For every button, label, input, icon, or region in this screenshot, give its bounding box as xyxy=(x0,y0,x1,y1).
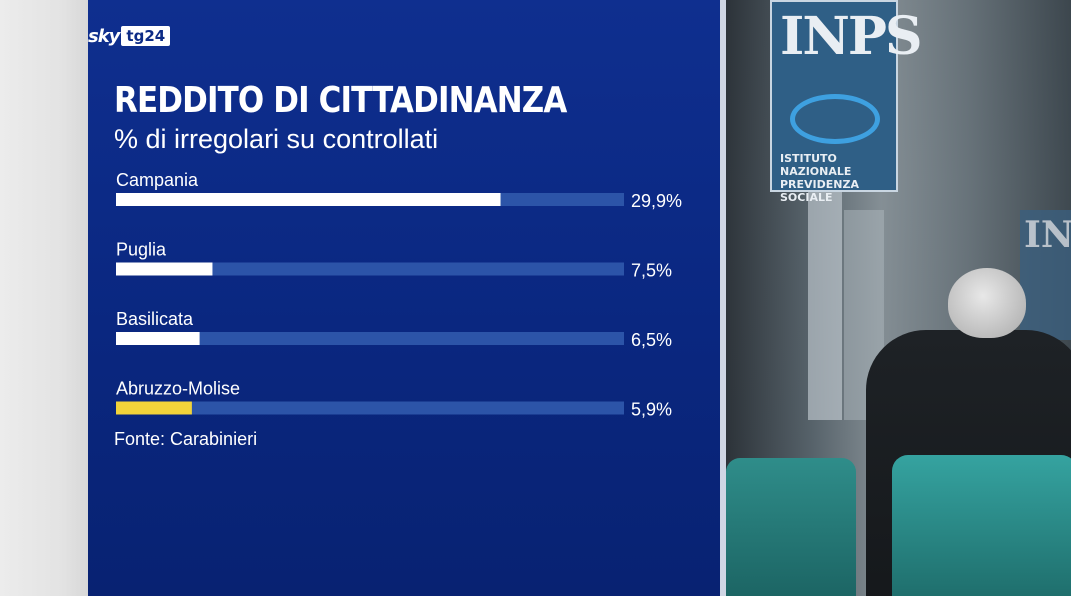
inps-logo-icon xyxy=(790,94,880,144)
bar-abruzzo-molise xyxy=(116,401,192,415)
left-background-strip xyxy=(0,0,88,596)
photo-window xyxy=(808,190,842,420)
value-label: 6,5% xyxy=(631,330,672,350)
bar-campania xyxy=(116,193,501,206)
inps-sign-subtext-line1: ISTITUTO NAZIONALE xyxy=(780,152,852,178)
chart-title: REDDITO DI CITTADINANZA xyxy=(114,80,567,121)
bar-track xyxy=(116,332,624,345)
chart-subtitle: % di irregolari su controllati xyxy=(114,124,439,154)
category-label: Abruzzo-Molise xyxy=(116,379,240,399)
panel-divider xyxy=(720,0,726,596)
value-label: 29,9% xyxy=(631,191,682,211)
bar-track xyxy=(116,262,624,276)
bar-basilicata xyxy=(116,332,200,345)
inps-sign-subtext-line2: PREVIDENZA SOCIALE xyxy=(780,178,859,204)
waiting-chair-left xyxy=(726,458,856,596)
category-label: Campania xyxy=(116,170,199,190)
logo-tg24-badge: tg24 xyxy=(121,26,171,46)
sky-tg24-logo: sky tg24 xyxy=(88,24,171,48)
category-label: Basilicata xyxy=(116,309,194,329)
chart-source: Fonte: Carabinieri xyxy=(114,429,258,449)
inps-sign: INPS ISTITUTO NAZIONALE PREVIDENZA SOCIA… xyxy=(770,0,923,204)
inps-sign-secondary: INP xyxy=(1020,210,1071,340)
inps-sign-secondary-text: INP xyxy=(1024,214,1071,256)
bar-chart: Campania 29,9% Puglia 7,5% Basilicata 6,5% Abr… xyxy=(116,170,682,420)
bar-track xyxy=(116,401,624,415)
value-label: 5,9% xyxy=(631,400,672,420)
logo-sky-text: sky xyxy=(88,25,120,47)
inps-sign-subtext: ISTITUTO NAZIONALE PREVIDENZA SOCIALE xyxy=(780,152,896,204)
value-label: 7,5% xyxy=(631,261,672,281)
category-label: Puglia xyxy=(116,240,167,260)
bar-puglia xyxy=(116,262,213,276)
infographic-panel xyxy=(88,0,720,596)
waiting-chair-right xyxy=(892,455,1071,596)
man-head xyxy=(948,268,1026,338)
background-photo: INPS ISTITUTO NAZIONALE PREVIDENZA SOCIA… xyxy=(726,0,1071,596)
inps-sign-text: INPS xyxy=(780,6,923,67)
